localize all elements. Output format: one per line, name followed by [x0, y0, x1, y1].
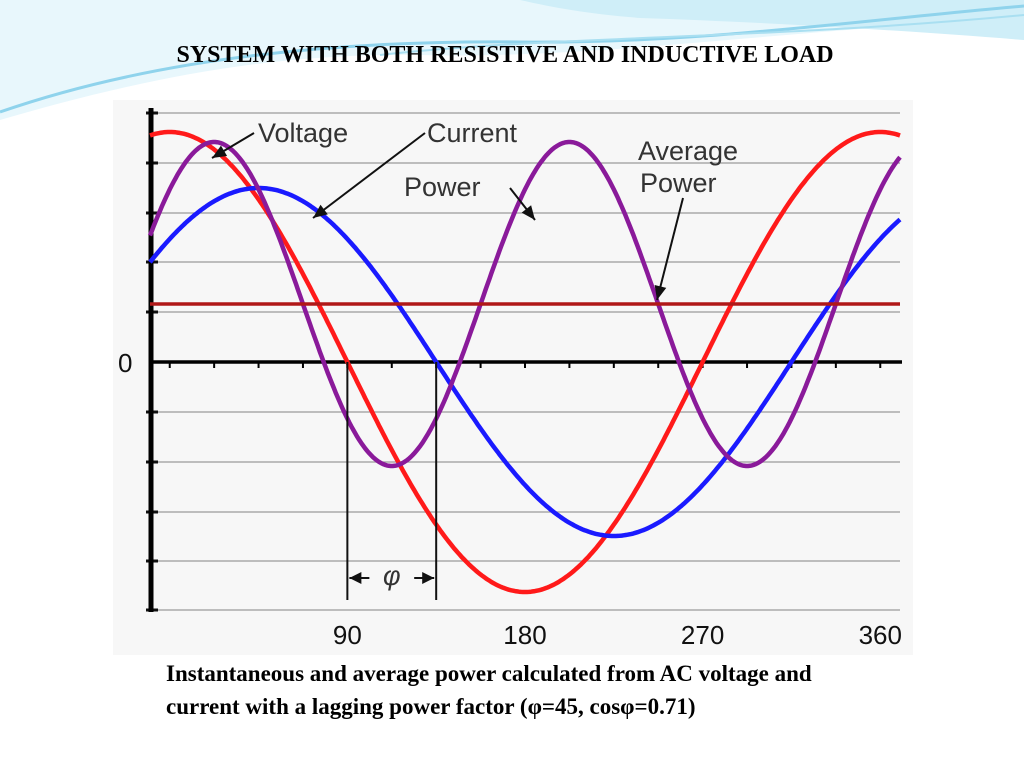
power-label: Power [404, 172, 481, 202]
average-power-label: Power [640, 168, 717, 198]
current-arrow [312, 132, 426, 219]
voltage-label: Voltage [258, 118, 348, 148]
phase-arrowhead [349, 572, 362, 584]
current-label: Current [427, 118, 518, 148]
x-tick-label: 90 [333, 620, 362, 650]
slide-caption: Instantaneous and average power calculat… [166, 661, 812, 719]
chart-grid [150, 112, 900, 611]
average-power-arrow-head [654, 284, 667, 300]
power-arrow-head [521, 205, 535, 220]
chart-series [147, 129, 902, 595]
average-power-label: Average [638, 136, 738, 166]
average-power-arrow [656, 197, 684, 301]
slide-title: SYSTEM WITH BOTH RESISTIVE AND INDUCTIVE… [176, 42, 834, 68]
chart-axes [146, 108, 902, 612]
phase-label: φ [383, 561, 401, 591]
chart-background [113, 100, 913, 655]
voltage-arrow-head [212, 145, 228, 158]
current-curve [148, 185, 902, 539]
header-swoosh-mid [520, 0, 1024, 40]
header-swoosh-accent [0, 4, 1024, 114]
x-tick-label: 270 [681, 620, 724, 650]
x-tick-label: 360 [859, 620, 902, 650]
power-curve [147, 139, 902, 469]
header-swoosh-accent-2 [379, 14, 1024, 56]
phase-arrowhead [422, 572, 435, 584]
x-tick-label: 180 [503, 620, 546, 650]
y-zero-label: 0 [118, 348, 132, 378]
current-arrow-head [313, 204, 328, 218]
